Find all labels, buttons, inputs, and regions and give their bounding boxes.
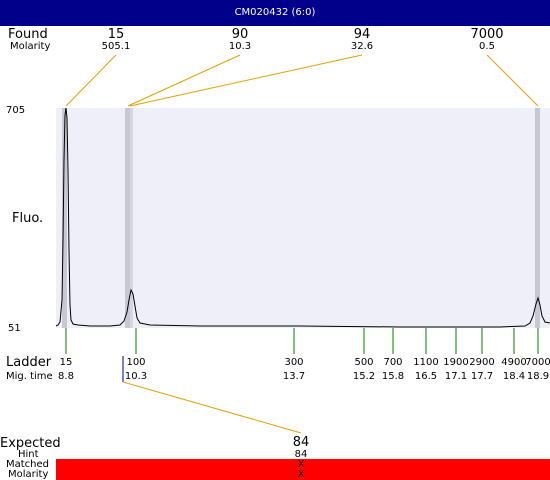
connector-90 (127, 54, 241, 107)
found-size-94: 94 (353, 27, 371, 42)
ladder-time-500: 15.2 (352, 371, 376, 382)
found-molarity-label: Molarity (10, 41, 51, 52)
ladder-size-2900: 2900 (469, 357, 495, 368)
ladder-size-7000: 7000 (525, 357, 550, 368)
ladder-label: Ladder (6, 355, 52, 370)
hint-value: 84 (294, 449, 308, 460)
expected-molarity-value: X (297, 469, 305, 480)
ladder-size-15: 15 (59, 357, 73, 368)
mismatch-bar (56, 459, 550, 480)
found-molarity-94: 32.6 (350, 41, 374, 52)
found-molarity-15: 505.1 (101, 41, 131, 52)
peak-band-94 (130, 108, 133, 328)
expected-molarity-label: Molarity (8, 469, 49, 480)
found-size-90: 90 (231, 27, 249, 42)
signal-trace (55, 107, 550, 328)
ladder-time-300: 13.7 (282, 371, 306, 382)
connector-15 (65, 54, 117, 107)
connector-94 (129, 54, 363, 107)
hint-label: Hint (18, 449, 39, 460)
peak-band-15 (62, 108, 67, 328)
found-molarity-7000: 0.5 (479, 41, 495, 52)
y-axis-min: 51 (8, 323, 21, 334)
matched-label: Matched (6, 459, 50, 470)
ladder-size-1900: 1900 (443, 357, 469, 368)
found-size-15: 15 (107, 27, 125, 42)
ladder-time-100: 10.3 (124, 371, 148, 382)
ladder-size-4900: 4900 (501, 357, 527, 368)
ladder-time-7000: 18.9 (526, 371, 550, 382)
ladder-time-1900: 17.1 (444, 371, 468, 382)
y-axis-max: 705 (6, 105, 26, 116)
ladder-size-300: 300 (284, 357, 304, 368)
ladder-size-1100: 1100 (413, 357, 439, 368)
found-label: Found (8, 27, 48, 42)
ladder-time-700: 15.8 (381, 371, 405, 382)
found-size-7000: 7000 (470, 27, 504, 42)
peak-band-7000 (535, 108, 540, 328)
ladder-time-2900: 17.7 (470, 371, 494, 382)
ladder-time-1100: 16.5 (414, 371, 438, 382)
window-title: CM020432 (6:0) (0, 0, 550, 26)
expected-label: Expected (0, 436, 61, 451)
plot-area (56, 108, 550, 328)
y-axis-label: Fluo. (12, 211, 44, 226)
mig-time-label: Mig. time (6, 371, 53, 382)
peak-band-90 (125, 108, 130, 328)
expected-value: 84 (292, 435, 310, 450)
ladder-time-15: 8.8 (58, 371, 74, 382)
ladder-size-100: 100 (126, 357, 146, 368)
found-molarity-90: 10.3 (228, 41, 252, 52)
matched-value: X (297, 459, 305, 470)
ladder-size-700: 700 (383, 357, 403, 368)
connector-7000 (486, 54, 539, 107)
expected-connector (122, 381, 302, 434)
ladder-size-500: 500 (354, 357, 374, 368)
ladder-time-4900: 18.4 (502, 371, 526, 382)
